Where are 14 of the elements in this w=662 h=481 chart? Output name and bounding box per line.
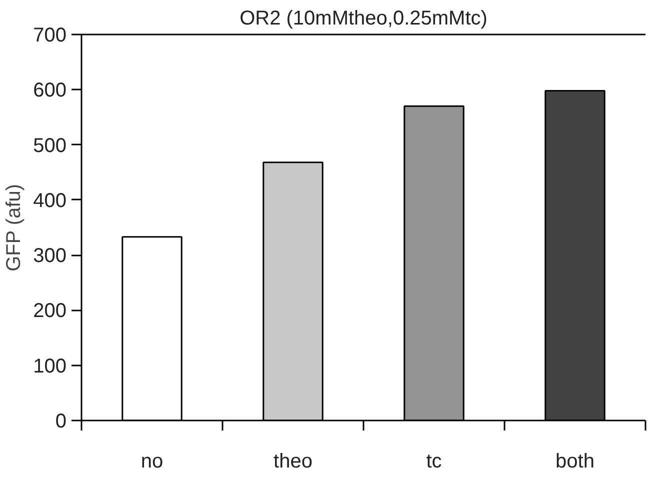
x-tick-label: no [140, 450, 164, 472]
y-tick-label: 0 [55, 410, 66, 432]
x-tick-label: tc [426, 450, 442, 472]
y-tick-label: 400 [33, 190, 67, 212]
y-tick-label: 700 [33, 24, 67, 46]
y-tick-label: 500 [33, 134, 67, 157]
y-tick-label: 600 [33, 80, 67, 102]
y-tick-label: 200 [33, 300, 67, 322]
chart-title: OR2 (10mMtheo,0.25mMtc) [240, 8, 488, 30]
y-tick-label: 100 [33, 355, 67, 378]
y-axis-title: GFP (afu) [3, 184, 26, 272]
x-tick-label: theo [274, 450, 312, 472]
y-tick-label: 300 [33, 245, 67, 268]
x-tick-label: both [556, 450, 594, 472]
